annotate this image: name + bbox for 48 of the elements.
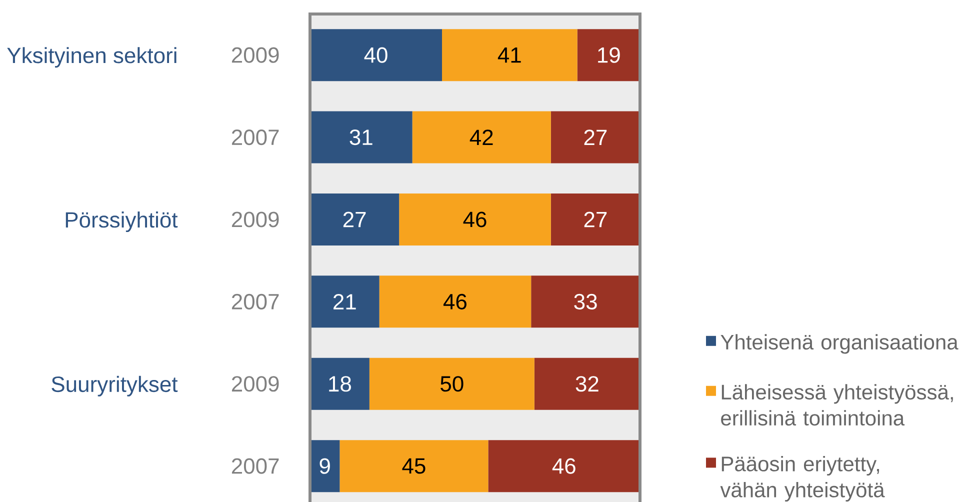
text: Suuryritykset [52, 376, 178, 396]
data-label: 21 [334, 294, 356, 310]
bar [550, 111, 640, 164]
data-label: 46 [552, 458, 576, 474]
data-label: 40 [364, 47, 388, 63]
text: Yksityinen sektori [7, 47, 176, 68]
data-label: 45 [402, 458, 426, 474]
bar [310, 111, 412, 164]
bar [379, 276, 532, 328]
data-label: 46 [463, 212, 486, 228]
y-tick-label: 2007 [232, 294, 279, 310]
bar [488, 440, 640, 492]
bar [310, 29, 442, 82]
data-label: 33 [574, 294, 597, 310]
bar [310, 276, 380, 328]
data-label: 32 [576, 376, 598, 392]
bar [534, 358, 640, 410]
data-label: 42 [470, 130, 493, 145]
data-label: 27 [343, 212, 366, 228]
legend-label: Läheisessä yhteistyössä, erillisinä toimintoina [721, 384, 953, 426]
bar [550, 193, 640, 246]
legend-label: Pääosin eriytetty, vähän yhteistyötä [720, 456, 885, 502]
data-label: 50 [440, 376, 464, 392]
bar [412, 111, 551, 164]
y-tick-label: 2009 [232, 376, 279, 392]
bar [310, 193, 400, 246]
bar [310, 358, 370, 410]
bar [577, 29, 640, 82]
y-tick-label: 2007 [232, 458, 279, 474]
bar [369, 358, 534, 410]
bar [442, 29, 578, 82]
bar [399, 193, 551, 246]
text: Pörssiyhtiöt [66, 212, 178, 232]
bar [531, 276, 640, 328]
bar [340, 440, 488, 492]
y-tick-label: 2009 [232, 212, 279, 228]
data-label: 31 [350, 129, 372, 146]
data-label: 41 [498, 48, 521, 63]
y-tick-label: 2007 [232, 130, 279, 146]
data-label: 18 [329, 376, 351, 392]
y-tick-label: 2009 [232, 47, 279, 63]
data-label: 46 [443, 294, 466, 310]
legend-label: Yhteisenä organisaationa [720, 334, 958, 354]
data-label: 19 [598, 47, 620, 63]
data-label: 9 [320, 458, 330, 474]
data-label: 27 [584, 212, 607, 228]
bar [310, 440, 340, 492]
data-label: 27 [584, 130, 607, 145]
